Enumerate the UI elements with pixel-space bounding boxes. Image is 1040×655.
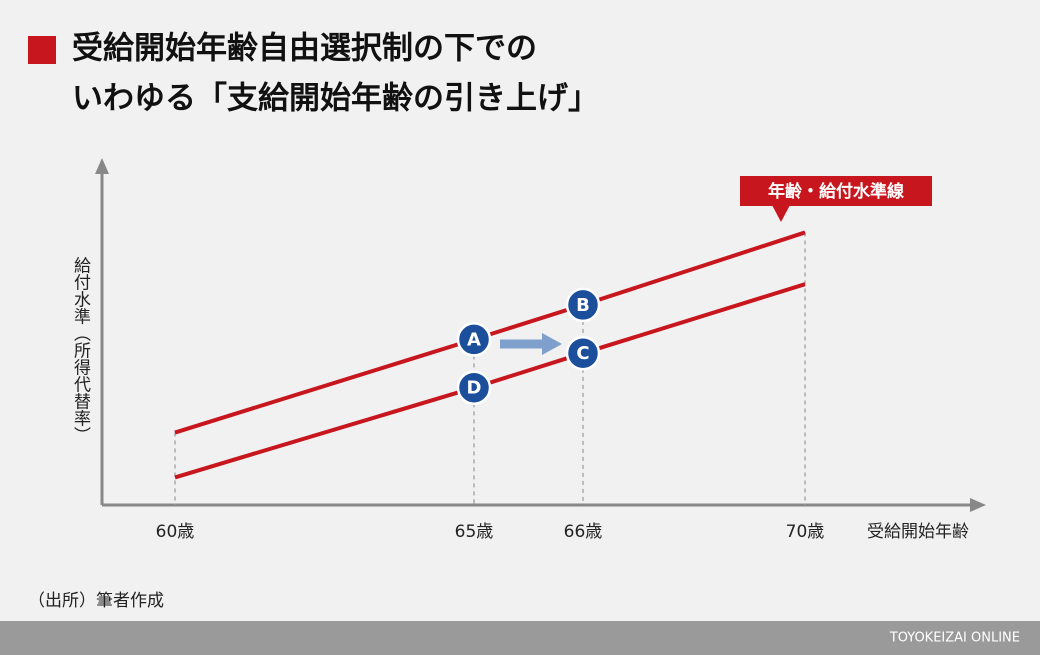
chart-title: 受給開始年齢自由選択制の下での — [72, 31, 537, 67]
point-label: B — [576, 295, 590, 316]
x-tick-label: 70歳 — [786, 522, 825, 542]
series-line — [174, 230, 806, 435]
y-axis-arrow — [95, 158, 109, 174]
point-marker — [456, 370, 492, 405]
callout-box — [740, 176, 932, 206]
source: （出所）筆者作成 — [28, 591, 164, 611]
point-marker — [565, 287, 601, 323]
title-marker — [28, 36, 56, 64]
series-line — [174, 282, 806, 480]
point-label: A — [467, 329, 481, 350]
x-axis-arrow — [970, 498, 986, 512]
chart-title: いわゆる「支給開始年齢の引き上げ」 — [72, 81, 599, 117]
point-label: C — [576, 343, 589, 364]
footer-bar — [0, 621, 1040, 655]
x-tick-label: 60歳 — [156, 522, 195, 542]
x-tick-label: 66歳 — [564, 522, 603, 542]
point-label: D — [467, 378, 482, 399]
callout-text: 年齢・給付水準線 — [768, 181, 904, 202]
y-axis-label: 給付水準（所得代替率） — [70, 256, 91, 443]
footer: TOYOKEIZAI ONLINE — [889, 631, 1020, 646]
x-axis-label: 受給開始年齢 — [867, 522, 969, 542]
point-marker — [565, 335, 601, 371]
callout-pointer — [772, 205, 790, 222]
shift-arrow-head — [542, 333, 562, 355]
x-tick-label: 65歳 — [455, 522, 494, 542]
point-marker — [456, 322, 492, 357]
